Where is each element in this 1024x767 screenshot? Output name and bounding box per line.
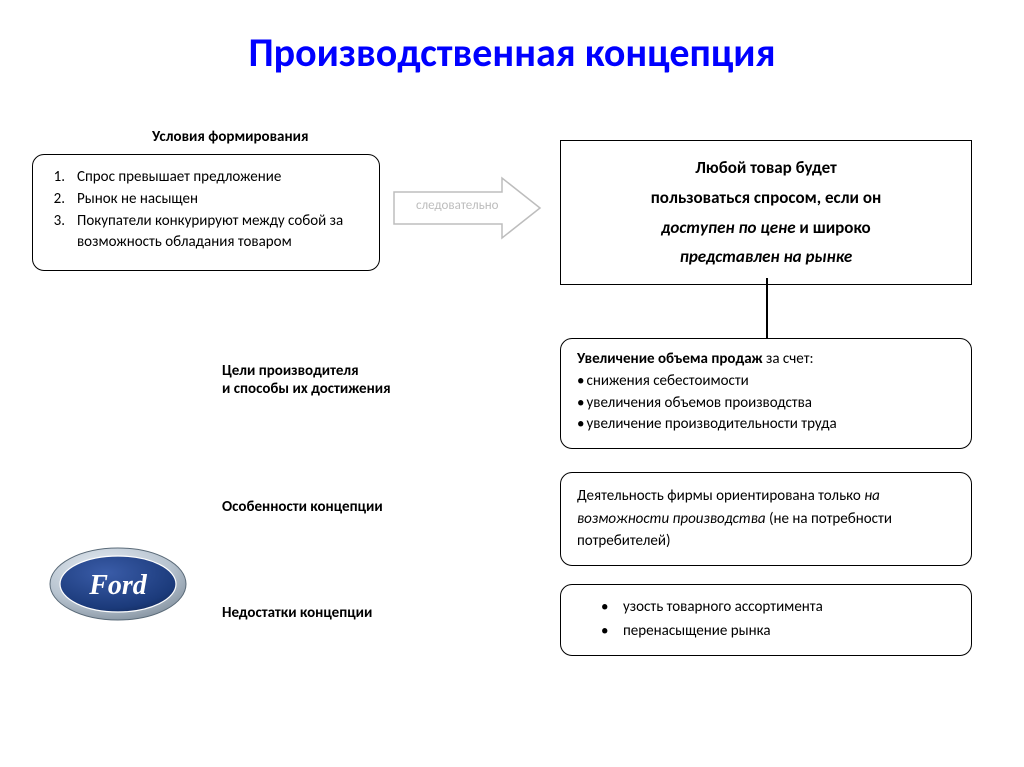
drawback-item: узость товарного ассортимента (601, 595, 955, 619)
goals-label: Цели производителя и способы их достижен… (222, 362, 472, 398)
main-statement-box: Любой товар будет пользоваться спросом, … (560, 140, 972, 285)
condition-item: 2.Рынок не насыщен (73, 189, 365, 211)
logo-text: Ford (88, 570, 148, 601)
condition-item: 1.Спрос превышает предложение (73, 167, 365, 189)
goals-item: снижения себестоимости (577, 371, 955, 393)
main-line: представлен на рынке (575, 242, 957, 272)
conditions-box: 1.Спрос превышает предложение 2.Рынок не… (32, 154, 380, 271)
page-title: Производственная концепция (0, 0, 1024, 87)
ford-logo-icon: Ford (48, 546, 188, 622)
arrow-label: следовательно (416, 198, 499, 213)
drawbacks-box: узость товарного ассортимента перенасыще… (560, 584, 972, 656)
features-label: Особенности концепции (222, 498, 383, 516)
main-line: Любой товар будет (575, 153, 957, 183)
drawback-item: перенасыщение рынка (601, 619, 955, 643)
conditions-label: Условия формирования (152, 128, 308, 146)
goals-heading: Увеличение объема продаж за счет: (577, 349, 955, 371)
goals-box: Увеличение объема продаж за счет: снижен… (560, 338, 972, 449)
connector-line (766, 278, 768, 338)
goals-item: увеличения объемов производства (577, 393, 955, 415)
main-line: пользоваться спросом, если он (575, 183, 957, 213)
main-line: доступен по цене и широко (575, 213, 957, 243)
goals-item: увеличение производительности труда (577, 414, 955, 436)
drawbacks-label: Недостатки концепции (222, 604, 372, 622)
condition-item: 3.Покупатели конкурируют между собой за … (73, 211, 365, 255)
features-box: Деятельность фирмы ориентирована только … (560, 472, 972, 566)
